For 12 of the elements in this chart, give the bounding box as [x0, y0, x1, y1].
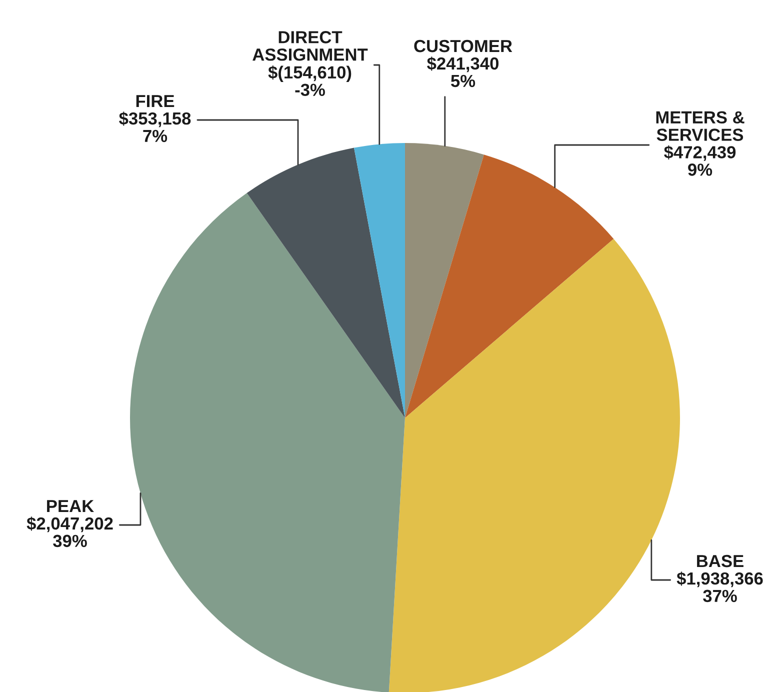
slice-label: BASE: [697, 554, 744, 568]
slice-label: METERS & SERVICES: [656, 111, 744, 141]
slice-label: CUSTOMER: [414, 40, 512, 52]
data-label: $353,158 7%: [119, 112, 191, 142]
data-label: $472,439 9%: [664, 145, 736, 176]
slice-label: FIRE: [136, 95, 174, 108]
slice-label: DIRECT ASSIGNMENT: [252, 31, 368, 61]
data-label: $241,340 5%: [427, 56, 498, 88]
data-label: $2,047,202 39%: [26, 516, 113, 548]
data-label: $1,938,366 37%: [676, 572, 763, 602]
data-label: $(154,610) -3%: [268, 65, 352, 96]
slice-label: PEAK: [47, 500, 94, 512]
